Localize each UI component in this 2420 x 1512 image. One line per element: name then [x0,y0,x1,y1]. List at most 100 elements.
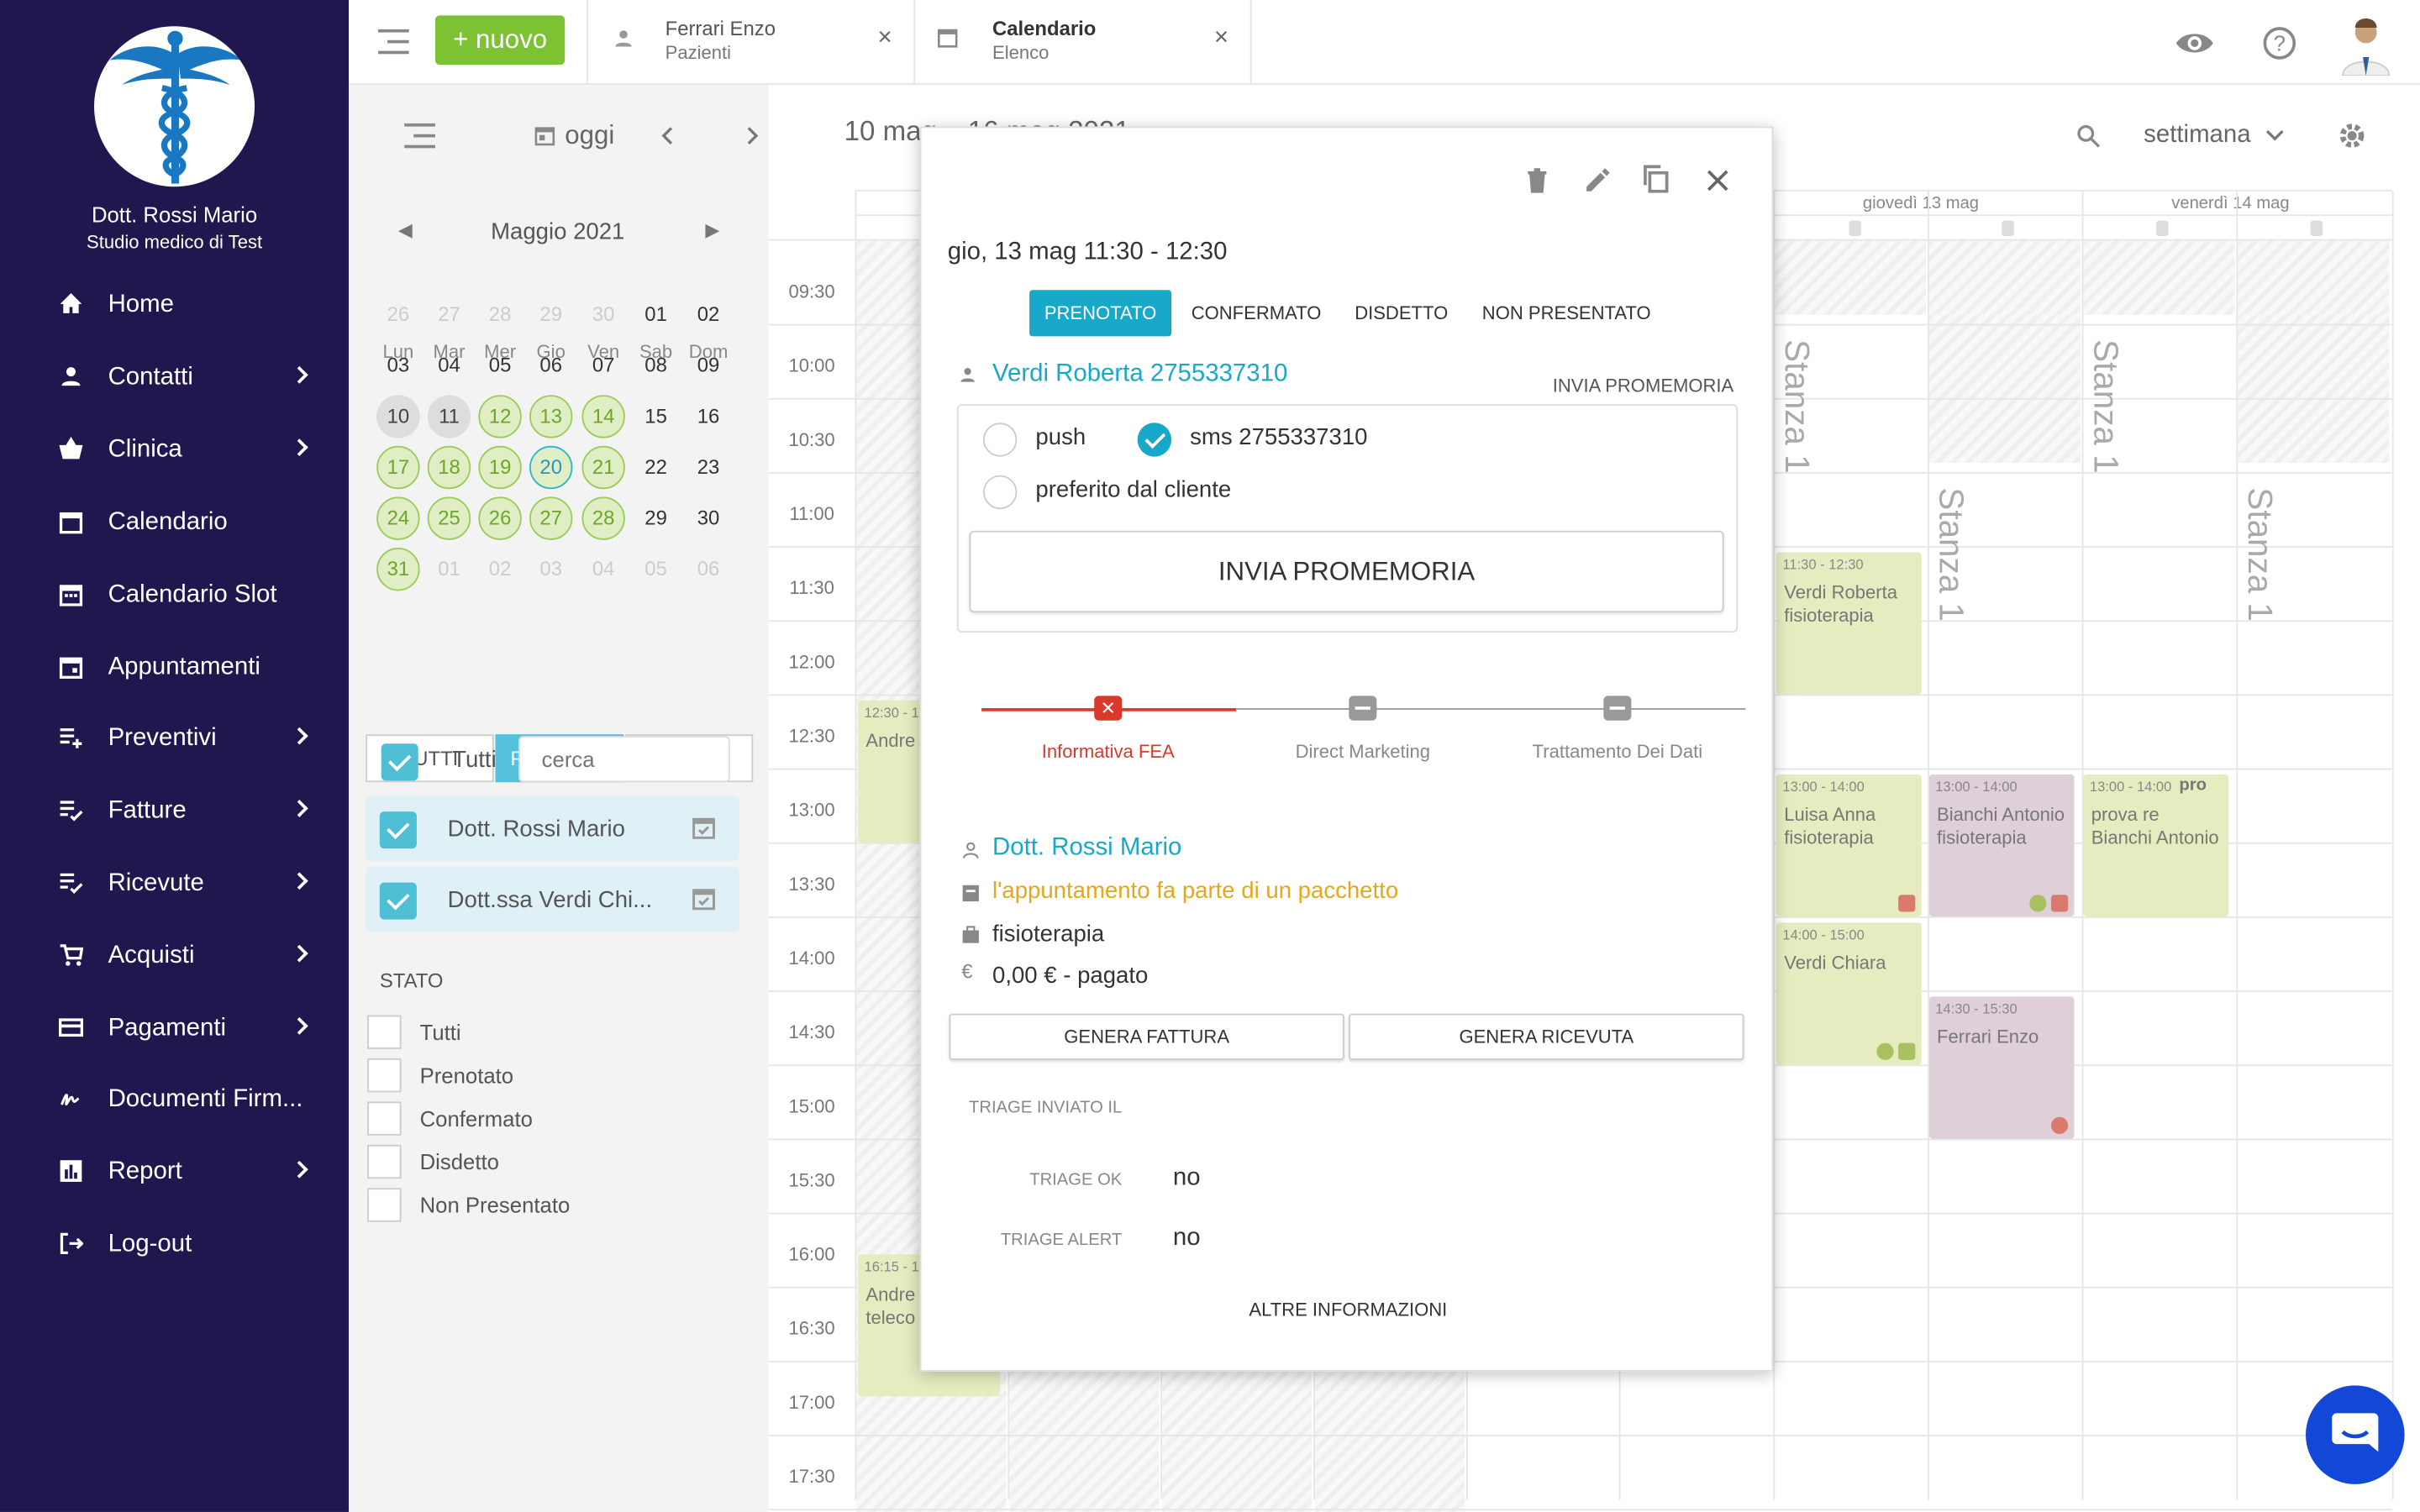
minical-day[interactable]: 30 [697,506,720,529]
nav-contatti[interactable]: Contatti [0,347,349,408]
appointment-event[interactable]: 12:30 - 1 Andre [858,700,920,843]
appointment-event[interactable]: 11:30 - 12:30 Verdi Roberta fisioterapia [1776,552,1922,695]
minical-day[interactable]: 26 [478,496,522,540]
nav-acquisti[interactable]: Acquisti [0,926,349,987]
appointment-event[interactable]: 13:00 - 14:00 Bianchi Antonio fisioterapi… [1928,774,2075,916]
stato-checkbox-confermato[interactable] [367,1101,402,1136]
person-row[interactable]: Dott.ssa Verdi Chi... [366,867,739,932]
minical-day[interactable]: 17 [376,445,420,490]
stato-checkbox-prenotato[interactable] [367,1058,402,1093]
gear-icon[interactable] [2338,122,2366,150]
help-icon[interactable]: ? [2263,26,2296,60]
preferred-radio[interactable] [982,475,1018,510]
minical-day[interactable]: 24 [376,496,420,540]
chevron-down-icon[interactable] [2265,129,2284,142]
minical-day[interactable]: 01 [438,557,460,580]
nav-appuntamenti[interactable]: Appuntamenti [0,638,349,699]
nav-clinica[interactable]: Clinica [0,420,349,481]
copy-icon[interactable] [1642,165,1670,193]
minical-day[interactable]: 29 [644,506,667,529]
stato-checkbox-non-presentato[interactable] [367,1188,402,1222]
avatar[interactable] [2336,13,2396,76]
check-all-people[interactable] [381,743,418,781]
minical-day[interactable]: 11 [427,395,471,438]
view-select[interactable]: settimana [2144,122,2251,149]
minical-day[interactable]: 07 [592,353,615,377]
minical-day[interactable]: 18 [427,445,471,490]
next-week-icon[interactable] [744,127,759,145]
edit-icon[interactable] [1583,166,1611,194]
minical-day[interactable]: 10 [376,395,420,438]
minical-day[interactable]: 27 [438,302,460,326]
generate-invoice-button[interactable]: GENERA FATTURA [949,1013,1344,1060]
nav-pagamenti[interactable]: Pagamenti [0,998,349,1059]
trash-icon[interactable] [1523,166,1551,194]
close-tab-icon[interactable]: × [877,24,892,51]
close-icon[interactable] [1704,166,1732,194]
close-tab-icon[interactable]: × [1213,24,1229,51]
sms-radio[interactable] [1137,423,1172,457]
minical-day[interactable]: 13 [529,395,573,438]
minical-day[interactable]: 09 [697,353,720,377]
minical-day[interactable]: 31 [376,548,420,591]
minical-day[interactable]: 03 [387,353,410,377]
minical-day[interactable]: 02 [488,557,512,580]
send-reminder-button[interactable]: INVIA PROMEMORIA [969,530,1724,613]
minical-day[interactable]: 12 [478,395,522,438]
minical-day[interactable]: 23 [697,454,720,479]
panel-collapse-icon[interactable] [404,123,435,149]
minical-day[interactable]: 15 [644,404,667,428]
appointment-event[interactable]: 14:00 - 15:00 Verdi Chiara [1776,922,1922,1065]
status-disdetto[interactable]: DISDETTO [1355,302,1449,324]
chat-button[interactable] [2306,1385,2405,1484]
minical-day[interactable]: 05 [644,557,667,580]
eye-icon[interactable] [2175,28,2215,59]
minical-day[interactable]: 20 [529,445,573,490]
minical-day[interactable]: 08 [644,353,667,377]
minical-day[interactable]: 29 [539,302,562,326]
minical-day[interactable]: 28 [581,496,625,540]
doctor-link[interactable]: Dott. Rossi Mario [992,834,1182,861]
patient-link[interactable]: Verdi Roberta 2755337310 [992,360,1288,388]
minical-day[interactable]: 02 [697,302,720,326]
nav-calendario-slot[interactable]: Calendario Slot [0,564,349,626]
next-month-icon[interactable]: ▶ [705,218,720,241]
minical-day[interactable]: 26 [387,302,410,326]
status-confermato[interactable]: CONFERMATO [1191,302,1322,324]
minical-day[interactable]: 06 [697,557,720,580]
prev-month-icon[interactable]: ◀ [397,218,413,241]
minical-day[interactable]: 16 [697,404,720,428]
minical-day[interactable]: 04 [438,353,460,377]
minical-day[interactable]: 03 [539,557,562,580]
minical-day[interactable]: 06 [539,353,562,377]
person-checkbox[interactable] [379,811,417,849]
nav-preventivi[interactable]: Preventivi [0,708,349,769]
push-radio[interactable] [982,423,1018,457]
minical-day[interactable]: 21 [581,445,625,490]
prev-week-icon[interactable] [660,127,676,145]
new-button[interactable]: + nuovo [434,15,566,66]
minical-day[interactable]: 28 [488,302,512,326]
consent-error-icon[interactable]: ✕ [1094,696,1123,721]
status-prenotato[interactable]: PRENOTATO [1029,290,1172,337]
minical-day[interactable]: 05 [488,353,512,377]
search-icon[interactable] [2075,123,2101,148]
nav-home[interactable]: Home [0,275,349,336]
appointment-event[interactable]: 13:00 - 14:00 pro prova re Bianchi Antonio [2083,774,2229,916]
nav-report[interactable]: Report [0,1142,349,1203]
minical-day[interactable]: 01 [644,302,667,326]
nav-logout[interactable]: Log-out [0,1214,349,1275]
consent-pending-icon[interactable] [1349,696,1377,721]
person-search-input[interactable] [518,736,730,783]
appointment-event[interactable]: 13:00 - 14:00 Luisa Anna fisioterapia [1776,774,1922,916]
minical-day[interactable]: 19 [478,445,522,490]
menu-collapse-icon[interactable] [377,29,409,55]
calendar-check-icon[interactable] [692,885,716,911]
status-non-presentato[interactable]: NON PRESENTATO [1481,302,1651,324]
person-checkbox[interactable] [379,882,417,920]
appointment-event[interactable]: 14:30 - 15:30 Ferrari Enzo [1928,996,2075,1139]
minical-day[interactable]: 25 [427,496,471,540]
person-row[interactable]: Dott. Rossi Mario [366,795,739,861]
nav-calendario[interactable]: Calendario [0,492,349,554]
minical-day[interactable]: 14 [581,395,625,438]
